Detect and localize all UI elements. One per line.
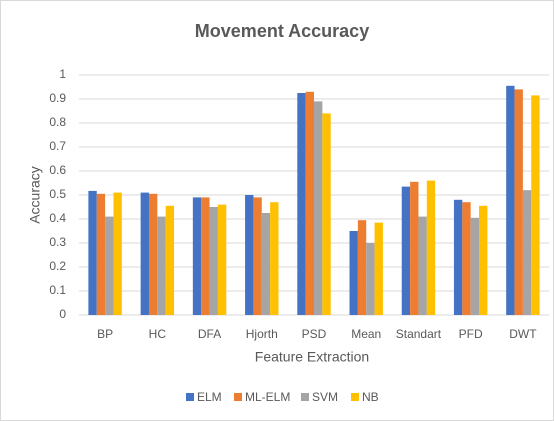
bar <box>157 216 166 315</box>
bar <box>253 197 262 315</box>
bar <box>105 216 114 315</box>
bar <box>418 216 427 315</box>
legend-label: ML-ELM <box>245 390 290 404</box>
bar <box>410 181 419 315</box>
y-tick-label: 0 <box>59 307 66 321</box>
x-axis-label: Feature Extraction <box>255 349 369 365</box>
bar <box>245 195 254 315</box>
bar <box>531 95 540 316</box>
bar <box>401 186 411 315</box>
bar <box>453 199 463 315</box>
legend-swatch <box>301 393 309 401</box>
bar <box>514 89 523 316</box>
legend-label: SVM <box>312 390 338 404</box>
bar <box>270 202 279 315</box>
y-tick-label: 0.4 <box>49 211 66 225</box>
bar <box>88 190 97 315</box>
bar <box>522 190 532 315</box>
y-axis-label: Accuracy <box>27 166 43 224</box>
legend-swatch <box>351 393 359 401</box>
x-tick-label: HC <box>149 327 167 341</box>
x-tick-label: DFA <box>198 327 221 341</box>
bar <box>113 192 122 315</box>
bar <box>305 91 314 315</box>
bar <box>217 204 227 315</box>
bar <box>140 192 149 315</box>
bar <box>261 213 271 315</box>
bar <box>201 197 210 315</box>
bar <box>314 101 323 316</box>
x-tick-label: PSD <box>302 327 327 341</box>
bar <box>479 205 488 315</box>
bar <box>165 205 175 315</box>
legend-label: NB <box>362 390 379 404</box>
legend-swatch <box>234 393 242 401</box>
bar <box>209 207 218 315</box>
x-tick-label: BP <box>97 327 113 341</box>
y-tick-label: 0.1 <box>49 283 66 297</box>
y-tick-label: 0.9 <box>49 91 66 105</box>
bar <box>374 222 383 315</box>
x-tick-label: Standart <box>396 327 442 341</box>
x-tick-label: DWT <box>509 327 537 341</box>
y-tick-label: 0.6 <box>49 163 66 177</box>
y-tick-label: 0.3 <box>49 235 66 249</box>
x-tick-label: Mean <box>351 327 381 341</box>
bar <box>357 220 367 315</box>
chart-title: Movement Accuracy <box>195 21 369 41</box>
legend-swatch <box>186 393 194 401</box>
y-tick-label: 1 <box>59 67 66 81</box>
y-tick-label: 0.2 <box>49 259 66 273</box>
bar <box>506 85 515 315</box>
y-tick-label: 0.7 <box>49 139 66 153</box>
bar <box>349 231 358 315</box>
y-tick-label: 0.5 <box>49 187 66 201</box>
x-tick-label: PFD <box>459 327 483 341</box>
bar <box>148 193 158 315</box>
legend-label: ELM <box>197 390 222 404</box>
bar <box>192 197 202 315</box>
bar <box>322 113 331 316</box>
bar <box>366 243 375 315</box>
bar <box>470 217 480 315</box>
bar <box>462 202 471 315</box>
bar <box>96 193 106 315</box>
y-tick-label: 0.8 <box>49 115 66 129</box>
bar <box>426 180 436 315</box>
bar <box>297 93 306 315</box>
x-tick-label: Hjorth <box>246 327 278 341</box>
